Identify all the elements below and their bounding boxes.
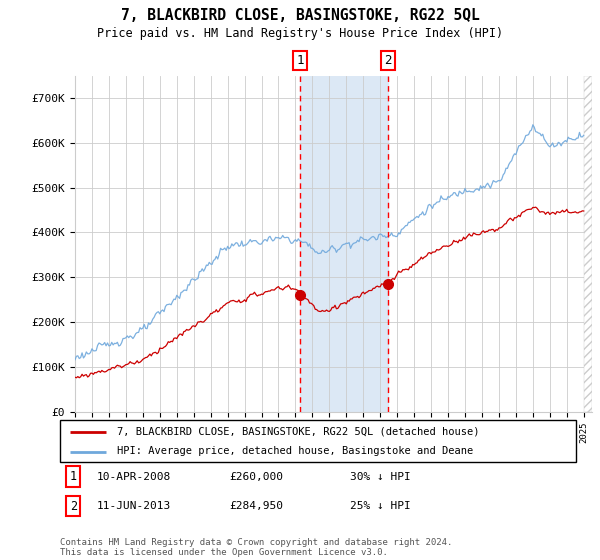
Bar <box>300 76 388 412</box>
Text: HPI: Average price, detached house, Basingstoke and Deane: HPI: Average price, detached house, Basi… <box>117 446 473 456</box>
Text: 10-APR-2008: 10-APR-2008 <box>97 472 171 482</box>
Text: 11-JUN-2013: 11-JUN-2013 <box>97 501 171 511</box>
Text: 1: 1 <box>70 470 77 483</box>
Text: Price paid vs. HM Land Registry's House Price Index (HPI): Price paid vs. HM Land Registry's House … <box>97 27 503 40</box>
Text: £284,950: £284,950 <box>229 501 283 511</box>
Text: 2: 2 <box>70 500 77 513</box>
Text: 30% ↓ HPI: 30% ↓ HPI <box>350 472 411 482</box>
Text: Contains HM Land Registry data © Crown copyright and database right 2024.
This d: Contains HM Land Registry data © Crown c… <box>60 538 452 557</box>
Text: 25% ↓ HPI: 25% ↓ HPI <box>350 501 411 511</box>
Text: 1: 1 <box>296 54 304 67</box>
Text: £260,000: £260,000 <box>229 472 283 482</box>
Text: 2: 2 <box>384 54 391 67</box>
Text: 7, BLACKBIRD CLOSE, BASINGSTOKE, RG22 5QL (detached house): 7, BLACKBIRD CLOSE, BASINGSTOKE, RG22 5Q… <box>117 427 479 437</box>
Text: 7, BLACKBIRD CLOSE, BASINGSTOKE, RG22 5QL: 7, BLACKBIRD CLOSE, BASINGSTOKE, RG22 5Q… <box>121 8 479 24</box>
